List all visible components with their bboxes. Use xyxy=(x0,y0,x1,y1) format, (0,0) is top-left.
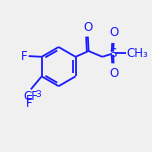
Text: F: F xyxy=(26,97,33,110)
Text: 3: 3 xyxy=(35,90,41,99)
Text: F: F xyxy=(21,50,28,63)
Text: CH₃: CH₃ xyxy=(126,47,148,60)
Text: O: O xyxy=(83,21,92,34)
Text: CF: CF xyxy=(23,90,38,103)
Text: O: O xyxy=(109,26,118,39)
Text: S: S xyxy=(110,47,117,60)
Text: F: F xyxy=(26,94,33,107)
Text: O: O xyxy=(109,67,118,80)
